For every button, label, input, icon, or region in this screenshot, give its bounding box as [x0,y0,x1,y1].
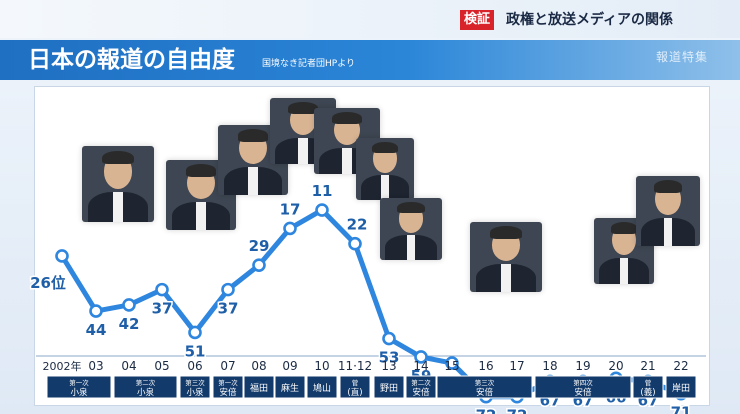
x-tick-label: 20 [608,359,623,373]
data-point [348,236,362,251]
title-banner [0,40,740,80]
administration-box [405,375,437,399]
data-label: 37 [152,300,173,318]
x-tick-label: 16 [478,359,493,373]
data-point [414,350,428,364]
administration-box [665,375,697,399]
administration-label: (義) [640,387,655,398]
administration-label: 安倍 [412,387,430,398]
administration-label: 鳩山 [313,382,331,394]
data-label: 29 [249,237,270,255]
chart-subtitle: 国境なき記者団HPより [262,59,356,69]
administration-box [113,375,178,399]
administration-label: 第一次 [69,378,89,387]
administration-label: 第二次 [411,378,431,387]
x-tick-label: 09 [282,359,297,373]
administration-box [274,375,306,399]
x-tick-label: 10 [314,359,329,373]
data-label: 53 [379,349,400,367]
administration-label: 第二次 [136,378,156,387]
x-tick-label: 22 [673,359,688,373]
data-label: 42 [119,315,140,333]
data-point [382,331,396,346]
administration-box [306,375,338,399]
top-bar [0,0,740,38]
data-label: 71 [671,404,692,414]
data-point [283,221,297,236]
data-point [445,356,459,370]
administration-label: 安倍 [574,387,592,398]
data-point [188,325,202,340]
administration-label: 菅 [352,378,359,387]
administration-box [339,375,371,399]
data-label: 22 [347,216,368,234]
x-tick-label: 15 [444,359,459,373]
x-tick-label: 08 [251,359,266,373]
portrait-noda [380,198,442,260]
portrait-kan-naoto [356,138,414,200]
administration-label: 小泉 [70,387,88,398]
administration-label: 小泉 [137,387,155,398]
data-label: 72 [476,407,497,414]
data-label: 44 [86,321,107,339]
x-tick-label: 2002年 [43,359,82,373]
administration-box [46,375,112,399]
verify-badge: 検証 [460,10,495,30]
administration-label: 第三次 [185,378,205,387]
administration-box [534,375,632,399]
administration-label: 第一次 [218,378,238,387]
portrait-koizumi [82,146,154,222]
administration-label: 岸田 [672,383,690,394]
data-point [89,304,103,318]
x-tick-label: 05 [154,359,169,373]
administration-label: (直) [347,387,362,398]
x-tick-label: 21 [640,359,655,373]
x-tick-label: 06 [187,359,202,373]
administration-label: 第三次 [475,378,495,387]
administration-box [179,375,211,399]
x-tick-label: 11·12 [338,359,372,373]
administration-box [632,375,664,399]
administration-label: 菅 [645,378,652,387]
data-point [155,282,169,297]
administration-label: 安倍 [219,387,237,398]
administration-label: 野田 [380,383,398,394]
administration-label: 第四次 [573,378,593,387]
x-tick-label: 03 [88,359,103,373]
data-point [55,249,69,263]
data-label: 17 [280,200,301,218]
portrait-abe-2 [470,222,542,292]
data-label: 72 [507,407,528,414]
x-tick-label: 04 [121,359,136,373]
administration-label: 小泉 [186,387,204,398]
administration-box [212,375,244,399]
data-point [221,282,235,297]
chart-title: 日本の報道の自由度 [28,47,235,73]
segment-title: 政権と放送メディアの関係 [506,12,674,28]
data-point [252,258,266,272]
x-tick-label: 18 [542,359,557,373]
administration-box [373,375,405,399]
x-tick-label: 07 [220,359,235,373]
administration-box [436,375,533,399]
data-label: 26位 [30,274,66,292]
data-point [315,203,329,217]
administration-label: 麻生 [281,382,299,394]
x-tick-label: 13 [381,359,396,373]
data-point [122,298,136,312]
data-label: 37 [218,300,239,318]
administration-box [243,375,275,399]
x-tick-label: 17 [509,359,524,373]
portrait-kishida [636,176,700,246]
program-logo: 報道特集 [656,50,709,64]
data-label: 51 [185,342,206,360]
administration-label: 安倍 [476,387,494,398]
administration-label: 福田 [250,382,268,394]
data-label: 11 [312,182,333,200]
x-tick-label: 19 [575,359,590,373]
x-tick-label: 14 [413,359,428,373]
